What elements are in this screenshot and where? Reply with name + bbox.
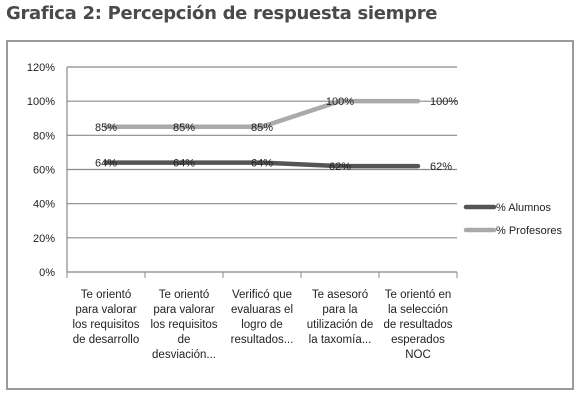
y-tick-label: 60% [33, 165, 55, 177]
x-category-label: Te orientó en la selección de resultados es… [383, 289, 452, 361]
x-category-label: Te orientó para valorar los requisitos de de… [150, 289, 217, 361]
data-label: 64% [173, 158, 195, 170]
data-label: 64% [251, 158, 273, 170]
y-tick-label: 80% [33, 130, 55, 142]
y-tick-label: 120% [27, 62, 55, 74]
x-category-label: Te asesoró para la utilización de la taxomí… [307, 289, 373, 346]
data-label: 85% [95, 122, 117, 134]
figure-title: Grafica 2: Percepción de respuesta siemp… [6, 3, 438, 24]
data-label: 85% [251, 122, 273, 134]
series-line [103, 98, 421, 130]
data-label: 100% [326, 96, 354, 108]
data-label: 62% [430, 161, 452, 173]
y-tick-label: 40% [33, 199, 55, 211]
data-label: 64% [95, 158, 117, 170]
y-tick-label: 100% [27, 96, 55, 108]
x-category-label: Te orientó para valorar los requisitos de d… [72, 289, 139, 346]
data-label: 85% [173, 122, 195, 134]
data-label: 62% [329, 161, 351, 173]
y-tick-label: 0% [39, 267, 55, 279]
data-label: 100% [430, 96, 458, 108]
legend-label: % Alumnos [496, 202, 552, 214]
x-category-label: Verificó que evaluaras el logro de resultad… [231, 289, 294, 346]
legend-label: % Profesores [496, 225, 563, 237]
y-tick-label: 20% [33, 233, 55, 245]
series-line [103, 160, 421, 169]
chart-frame [6, 40, 574, 390]
